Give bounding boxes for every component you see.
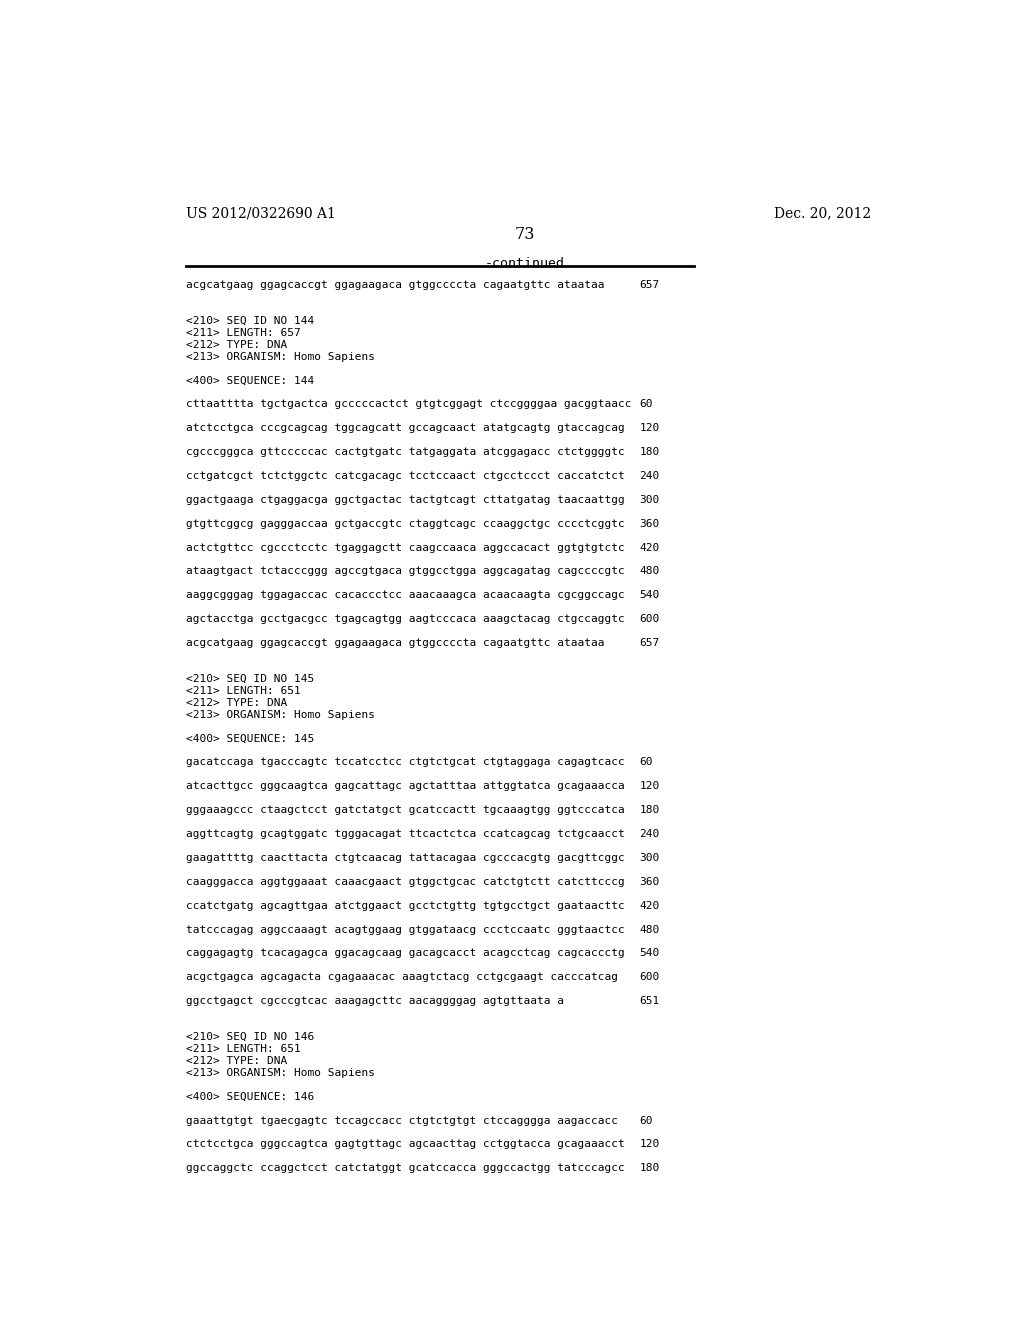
Text: cttaatttta tgctgactca gcccccactct gtgtcggagt ctccggggaa gacggtaacc: cttaatttta tgctgactca gcccccactct gtgtcg… [186,400,632,409]
Text: cgcccgggca gttcccccac cactgtgatc tatgaggata atcggagacc ctctggggtc: cgcccgggca gttcccccac cactgtgatc tatgagg… [186,447,625,457]
Text: ccatctgatg agcagttgaa atctggaact gcctctgttg tgtgcctgct gaataacttc: ccatctgatg agcagttgaa atctggaact gcctctg… [186,900,625,911]
Text: 180: 180 [640,1163,659,1173]
Text: -continued: -continued [484,257,565,271]
Text: 657: 657 [640,280,659,290]
Text: acgcatgaag ggagcaccgt ggagaagaca gtggccccta cagaatgttc ataataa: acgcatgaag ggagcaccgt ggagaagaca gtggccc… [186,280,604,290]
Text: 540: 540 [640,949,659,958]
Text: 420: 420 [640,900,659,911]
Text: gaaattgtgt tgaecgagtc tccagccacc ctgtctgtgt ctccagggga aagaccacc: gaaattgtgt tgaecgagtc tccagccacc ctgtctg… [186,1115,618,1126]
Text: 120: 120 [640,1139,659,1150]
Text: atctcctgca cccgcagcag tggcagcatt gccagcaact atatgcagtg gtaccagcag: atctcctgca cccgcagcag tggcagcatt gccagca… [186,424,625,433]
Text: 120: 120 [640,781,659,791]
Text: 480: 480 [640,566,659,577]
Text: <210> SEQ ID NO 146: <210> SEQ ID NO 146 [186,1032,314,1041]
Text: 60: 60 [640,400,653,409]
Text: 360: 360 [640,876,659,887]
Text: <212> TYPE: DNA: <212> TYPE: DNA [186,1056,288,1065]
Text: agctacctga gcctgacgcc tgagcagtgg aagtcccaca aaagctacag ctgccaggtc: agctacctga gcctgacgcc tgagcagtgg aagtccc… [186,614,625,624]
Text: ggccaggctc ccaggctcct catctatggt gcatccacca gggccactgg tatcccagcc: ggccaggctc ccaggctcct catctatggt gcatcca… [186,1163,625,1173]
Text: 651: 651 [640,997,659,1006]
Text: <210> SEQ ID NO 145: <210> SEQ ID NO 145 [186,675,314,684]
Text: 480: 480 [640,924,659,935]
Text: gacatccaga tgacccagtc tccatcctcc ctgtctgcat ctgtaggaga cagagtcacc: gacatccaga tgacccagtc tccatcctcc ctgtctg… [186,758,625,767]
Text: ggcctgagct cgcccgtcac aaagagcttc aacaggggag agtgttaata a: ggcctgagct cgcccgtcac aaagagcttc aacaggg… [186,997,564,1006]
Text: 120: 120 [640,424,659,433]
Text: <211> LENGTH: 651: <211> LENGTH: 651 [186,686,301,696]
Text: <210> SEQ ID NO 144: <210> SEQ ID NO 144 [186,315,314,326]
Text: aaggcgggag tggagaccac cacaccctcc aaacaaagca acaacaagta cgcggccagc: aaggcgggag tggagaccac cacaccctcc aaacaaa… [186,590,625,601]
Text: actctgttcc cgccctcctc tgaggagctt caagccaaca aggccacact ggtgtgtctc: actctgttcc cgccctcctc tgaggagctt caagcca… [186,543,625,553]
Text: 420: 420 [640,543,659,553]
Text: 300: 300 [640,495,659,504]
Text: caagggacca aggtggaaat caaacgaact gtggctgcac catctgtctt catcttcccg: caagggacca aggtggaaat caaacgaact gtggctg… [186,876,625,887]
Text: 300: 300 [640,853,659,863]
Text: 60: 60 [640,1115,653,1126]
Text: 600: 600 [640,973,659,982]
Text: 240: 240 [640,829,659,840]
Text: acgctgagca agcagacta cgagaaacac aaagtctacg cctgcgaagt cacccatcag: acgctgagca agcagacta cgagaaacac aaagtcta… [186,973,618,982]
Text: 240: 240 [640,471,659,480]
Text: 60: 60 [640,758,653,767]
Text: gtgttcggcg gagggaccaa gctgaccgtc ctaggtcagc ccaaggctgc cccctcggtc: gtgttcggcg gagggaccaa gctgaccgtc ctaggtc… [186,519,625,529]
Text: ggactgaaga ctgaggacga ggctgactac tactgtcagt cttatgatag taacaattgg: ggactgaaga ctgaggacga ggctgactac tactgtc… [186,495,625,504]
Text: caggagagtg tcacagagca ggacagcaag gacagcacct acagcctcag cagcaccctg: caggagagtg tcacagagca ggacagcaag gacagca… [186,949,625,958]
Text: <400> SEQUENCE: 145: <400> SEQUENCE: 145 [186,734,314,743]
Text: tatcccagag aggccaaagt acagtggaag gtggataacg ccctccaatc gggtaactcc: tatcccagag aggccaaagt acagtggaag gtggata… [186,924,625,935]
Text: Dec. 20, 2012: Dec. 20, 2012 [774,206,871,220]
Text: cctgatcgct tctctggctc catcgacagc tcctccaact ctgcctccct caccatctct: cctgatcgct tctctggctc catcgacagc tcctcca… [186,471,625,480]
Text: atcacttgcc gggcaagtca gagcattagc agctatttaa attggtatca gcagaaacca: atcacttgcc gggcaagtca gagcattagc agctatt… [186,781,625,791]
Text: ctctcctgca gggccagtca gagtgttagc agcaacttag cctggtacca gcagaaacct: ctctcctgca gggccagtca gagtgttagc agcaact… [186,1139,625,1150]
Text: <400> SEQUENCE: 144: <400> SEQUENCE: 144 [186,376,314,385]
Text: 73: 73 [514,226,536,243]
Text: <212> TYPE: DNA: <212> TYPE: DNA [186,339,288,350]
Text: gaagattttg caacttacta ctgtcaacag tattacagaa cgcccacgtg gacgttcggc: gaagattttg caacttacta ctgtcaacag tattaca… [186,853,625,863]
Text: gggaaagccc ctaagctcct gatctatgct gcatccactt tgcaaagtgg ggtcccatca: gggaaagccc ctaagctcct gatctatgct gcatcca… [186,805,625,816]
Text: <211> LENGTH: 651: <211> LENGTH: 651 [186,1044,301,1053]
Text: 180: 180 [640,805,659,816]
Text: ataagtgact tctacccggg agccgtgaca gtggcctgga aggcagatag cagccccgtc: ataagtgact tctacccggg agccgtgaca gtggcct… [186,566,625,577]
Text: US 2012/0322690 A1: US 2012/0322690 A1 [186,206,336,220]
Text: <213> ORGANISM: Homo Sapiens: <213> ORGANISM: Homo Sapiens [186,710,375,719]
Text: <212> TYPE: DNA: <212> TYPE: DNA [186,698,288,708]
Text: 360: 360 [640,519,659,529]
Text: acgcatgaag ggagcaccgt ggagaagaca gtggccccta cagaatgttc ataataa: acgcatgaag ggagcaccgt ggagaagaca gtggccc… [186,638,604,648]
Text: <211> LENGTH: 657: <211> LENGTH: 657 [186,327,301,338]
Text: 600: 600 [640,614,659,624]
Text: aggttcagtg gcagtggatc tgggacagat ttcactctca ccatcagcag tctgcaacct: aggttcagtg gcagtggatc tgggacagat ttcactc… [186,829,625,840]
Text: <213> ORGANISM: Homo Sapiens: <213> ORGANISM: Homo Sapiens [186,351,375,362]
Text: 180: 180 [640,447,659,457]
Text: 540: 540 [640,590,659,601]
Text: <213> ORGANISM: Homo Sapiens: <213> ORGANISM: Homo Sapiens [186,1068,375,1077]
Text: 657: 657 [640,638,659,648]
Text: <400> SEQUENCE: 146: <400> SEQUENCE: 146 [186,1092,314,1102]
